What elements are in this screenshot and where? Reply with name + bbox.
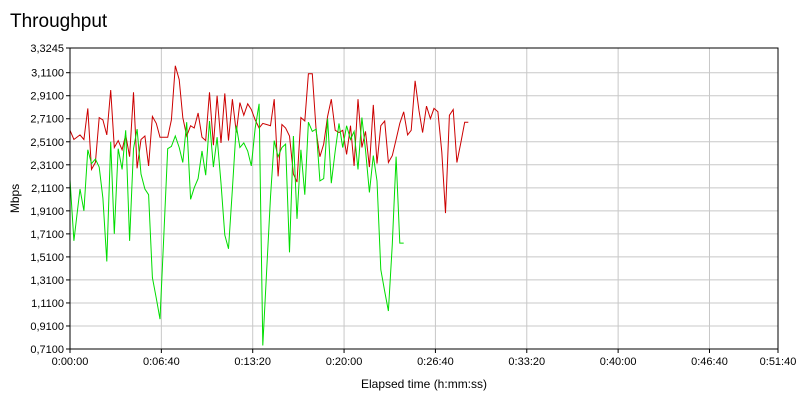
y-tick-label: 2,1100: [31, 183, 64, 195]
y-tick-label: 2,5100: [30, 137, 64, 149]
y-tick-label: 2,7100: [30, 114, 64, 126]
x-tick-label: 0:33:20: [508, 356, 545, 368]
x-tick-label: 0:00:00: [52, 356, 89, 368]
series-line-2: [69, 103, 404, 346]
y-tick-label: 0,9100: [30, 321, 64, 333]
x-tick-label: 0:26:40: [417, 356, 454, 368]
y-tick-label: 2,3100: [30, 160, 64, 172]
y-tick-label: 1,7100: [30, 229, 64, 241]
x-tick-label: 0:51:40: [760, 356, 797, 368]
y-tick-label: 2,9100: [30, 91, 64, 103]
x-tick-label: 0:13:20: [234, 356, 271, 368]
chart-title: Throughput: [10, 11, 108, 32]
tick-layer: 0,7100 0,9100 1,1100 1,3100 1,5100 1,7100 1,91…: [30, 43, 796, 368]
y-tick-label: 1,9100: [30, 206, 64, 218]
x-axis-title: Elapsed time (h:mm:ss): [361, 377, 487, 391]
x-tick-label: 0:06:40: [143, 356, 180, 368]
y-tick-label: 3,1100: [31, 68, 64, 80]
x-tick-label: 0:40:00: [600, 356, 637, 368]
x-tick-label: 0:46:40: [691, 356, 728, 368]
grid-layer: [69, 47, 779, 350]
y-axis-title: Mbps: [8, 184, 22, 213]
x-tick-label: 0:20:00: [326, 356, 363, 368]
y-tick-label: 3,3245: [30, 43, 64, 55]
plot-frame: [69, 47, 779, 350]
series-line-1: [69, 65, 469, 214]
y-tick-label: 1,5100: [30, 252, 64, 264]
y-tick-label: 1,3100: [30, 275, 64, 287]
y-tick-label: 0,7100: [30, 344, 64, 356]
series-layer: [69, 65, 469, 346]
y-tick-label: 1,1100: [31, 298, 64, 310]
